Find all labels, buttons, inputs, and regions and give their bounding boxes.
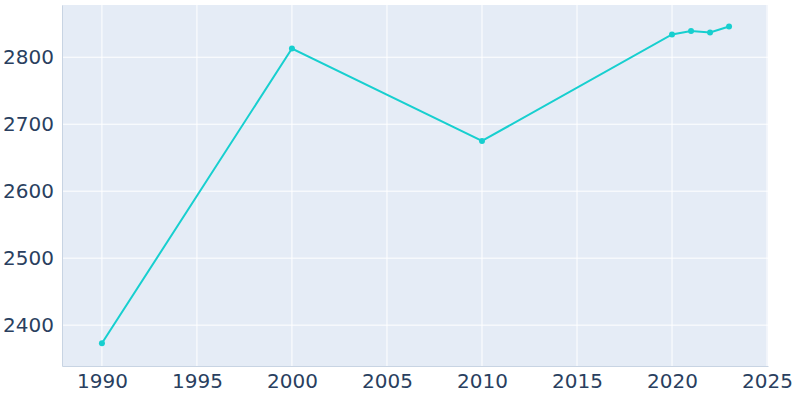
x-tick: 1990: [77, 366, 128, 393]
y-grid-line: [62, 191, 768, 192]
plot-background: [62, 5, 768, 366]
x-grid-line: [577, 5, 578, 366]
x-tick-label: 2025: [742, 369, 793, 393]
y-tick: 2600: [3, 179, 62, 203]
line: [102, 26, 729, 343]
y-axis-line: [62, 6, 63, 367]
plot: 1990 1995 2000 2005 2010 2015 2020 2025 2400 2500…: [3, 5, 793, 393]
x-grid-line: [101, 5, 102, 366]
y-tick-label: 2800: [3, 45, 54, 69]
x-tick-label: 2005: [362, 369, 413, 393]
x-tick-label: 2010: [457, 369, 508, 393]
marker: [99, 340, 105, 346]
x-axis: 1990 1995 2000 2005 2010 2015 2020 2025: [63, 366, 794, 393]
y-axis: 2400 2500 2600 2700 2800: [3, 6, 62, 367]
marker: [669, 31, 675, 37]
marker: [726, 23, 732, 29]
x-tick: 1995: [172, 366, 223, 393]
chart: 1990 1995 2000 2005 2010 2015 2020 2025 2400 2500…: [0, 0, 800, 400]
x-grid-line: [481, 5, 482, 366]
x-tick-label: 2000: [267, 369, 318, 393]
x-tick: 2000: [267, 366, 318, 393]
x-grid-line: [196, 5, 197, 366]
y-grid-line: [62, 57, 768, 58]
x-grid-line: [672, 5, 673, 366]
y-grid-line: [62, 258, 768, 259]
x-tick-label: 2015: [552, 369, 603, 393]
x-tick: 2025: [742, 366, 793, 393]
x-grid-line: [767, 5, 768, 366]
x-tick: 2020: [647, 366, 698, 393]
x-axis-line: [63, 366, 769, 367]
y-tick-label: 2500: [3, 246, 54, 270]
y-tick-label: 2700: [3, 112, 54, 136]
x-tick: 2015: [552, 366, 603, 393]
marker: [479, 138, 485, 144]
x-tick-label: 1990: [77, 369, 128, 393]
x-tick: 2005: [362, 366, 413, 393]
marker: [289, 46, 295, 52]
grid: [62, 5, 768, 366]
y-grid-line: [62, 325, 768, 326]
marker: [707, 29, 713, 35]
y-tick: 2400: [3, 313, 62, 337]
y-tick: 2800: [3, 45, 62, 69]
series: [99, 23, 732, 346]
y-tick-label: 2400: [3, 313, 54, 337]
x-grid-line: [291, 5, 292, 366]
x-tick-label: 1995: [172, 369, 223, 393]
y-tick: 2500: [3, 246, 62, 270]
y-grid-line: [62, 124, 768, 125]
x-grid-line: [386, 5, 387, 366]
x-tick-label: 2020: [647, 369, 698, 393]
marker: [688, 28, 694, 34]
y-tick: 2700: [3, 112, 62, 136]
x-tick: 2010: [457, 366, 508, 393]
y-tick-label: 2600: [3, 179, 54, 203]
